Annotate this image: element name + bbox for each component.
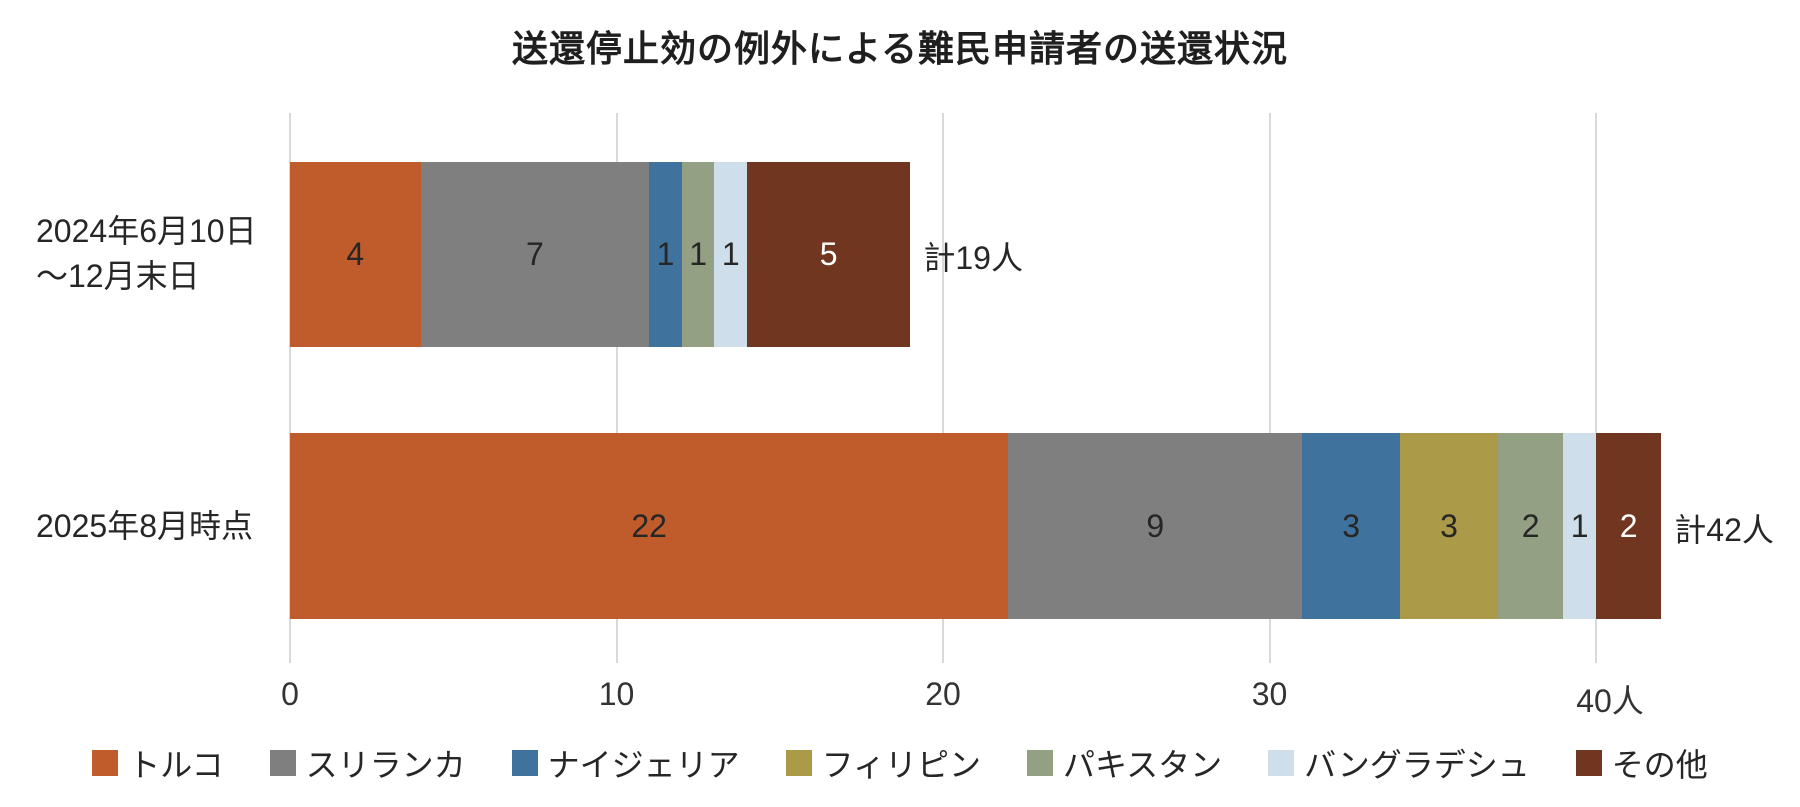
legend-item-sri-lanka: スリランカ [269, 740, 466, 786]
legend-item-nigeria: ナイジェリア [511, 740, 740, 786]
bar-segment-pakistan: 2 [1498, 433, 1564, 619]
category-label-0: 2024年6月10日 〜12月末日 [36, 213, 257, 294]
bar-segment-turkey: 22 [290, 433, 1009, 619]
bar-segment-turkey: 4 [290, 162, 421, 347]
legend-swatch-bangladesh [1268, 750, 1295, 776]
bar-segment-sri-lanka: 9 [1008, 433, 1303, 619]
category-label-1: 2025年8月時点 [36, 507, 253, 544]
chart-title: 送還停止効の例外による難民申請者の送還状況 [512, 28, 1288, 69]
legend-label-philippines: フィリピン [821, 747, 982, 783]
legend-item-philippines: フィリピン [785, 740, 982, 786]
legend-swatch-nigeria [511, 750, 538, 776]
x-axis-tick-0: 0 [281, 676, 299, 712]
legend-swatch-turkey [92, 750, 119, 776]
bar-segment-other: 2 [1595, 433, 1662, 619]
bar-segment-other: 5 [747, 162, 911, 347]
x-axis-tick-40: 40人 [1576, 683, 1644, 719]
legend-label-bangladesh: バングラデシュ [1304, 747, 1530, 783]
gridline-20 [942, 113, 944, 663]
bar-segment-bangladesh: 1 [1563, 433, 1596, 619]
bar-segment-philippines: 3 [1400, 433, 1499, 619]
legend-label-sri-lanka: スリランカ [305, 747, 466, 783]
legend-item-other: その他 [1575, 740, 1708, 786]
bar-row-1: 22 9 3 3 2 1 2 [290, 433, 1662, 619]
bar-segment-pakistan: 1 [681, 162, 715, 347]
legend: トルコ スリランカ ナイジェリア フィリピン パキスタン バングラデシュ その他 [0, 740, 1800, 786]
legend-label-other: その他 [1611, 747, 1708, 783]
bar-segment-sri-lanka: 7 [420, 162, 650, 347]
legend-swatch-sri-lanka [269, 750, 296, 776]
legend-item-bangladesh: バングラデシュ [1268, 740, 1530, 786]
legend-label-nigeria: ナイジェリア [547, 747, 740, 783]
gridline-0 [289, 113, 291, 663]
legend-label-pakistan: パキスタン [1063, 747, 1223, 783]
legend-label-turkey: トルコ [128, 747, 224, 783]
bar-segment-nigeria: 1 [649, 162, 682, 347]
bar-segment-nigeria: 3 [1302, 433, 1401, 619]
legend-swatch-other [1575, 750, 1602, 776]
x-axis-tick-30: 30 [1251, 676, 1288, 712]
total-label-1: 計42人 [1674, 512, 1774, 548]
legend-item-pakistan: パキスタン [1027, 740, 1222, 786]
x-axis-tick-20: 20 [925, 676, 961, 712]
legend-swatch-philippines [785, 750, 812, 776]
gridline-40 [1595, 113, 1597, 663]
gridline-10 [615, 113, 618, 663]
total-label-0: 計19人 [923, 240, 1023, 276]
bar-segment-bangladesh: 1 [714, 162, 748, 347]
legend-item-turkey: トルコ [92, 740, 224, 786]
x-axis-tick-10: 10 [598, 676, 635, 712]
gridline-30 [1268, 113, 1271, 663]
legend-swatch-pakistan [1027, 750, 1054, 776]
